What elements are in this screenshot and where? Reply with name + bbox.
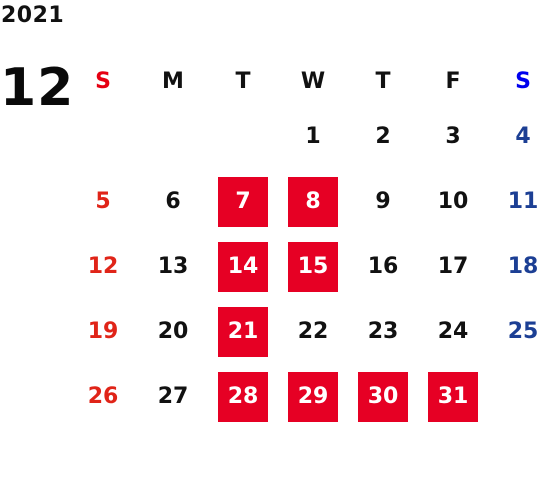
highlighted-day-cell: 29 — [288, 371, 338, 422]
week-row: 19 20 21 22 23 24 25 — [68, 299, 548, 364]
weekday-header: S M T W T F S — [68, 58, 548, 104]
day-cell: 2 — [375, 124, 391, 149]
day-cell: 10 — [437, 189, 469, 214]
day-cell: 3 — [445, 124, 461, 149]
day-cell: 13 — [157, 254, 189, 279]
week-row: 12 13 14 15 16 17 18 — [68, 234, 548, 299]
weekday-monday: M — [162, 68, 184, 94]
highlighted-day-cell: 8 — [288, 176, 338, 227]
day-cell: 19 — [87, 319, 119, 344]
calendar-grid: S M T W T F S 1 2 3 4 5 6 7 8 9 10 11 — [68, 58, 548, 429]
week-row: 26 27 28 29 30 31 — [68, 364, 548, 429]
highlighted-day-cell: 30 — [358, 371, 408, 422]
week-row: 1 2 3 4 — [68, 104, 548, 169]
day-cell: 27 — [157, 384, 189, 409]
day-cell: 25 — [507, 319, 539, 344]
highlighted-day-cell: 28 — [218, 371, 268, 422]
day-cell: 24 — [437, 319, 469, 344]
month-number: 12 — [0, 58, 75, 118]
weekday-wednesday: W — [300, 68, 326, 94]
day-cell: 11 — [507, 189, 539, 214]
day-cell: 6 — [165, 189, 181, 214]
day-cell: 22 — [297, 319, 329, 344]
week-row: 5 6 7 8 9 10 11 — [68, 169, 548, 234]
highlighted-day-cell: 7 — [218, 176, 268, 227]
day-cell: 23 — [367, 319, 399, 344]
day-cell: 26 — [87, 384, 119, 409]
day-cell: 4 — [515, 124, 531, 149]
weekday-friday: F — [445, 68, 461, 94]
day-cell: 17 — [437, 254, 469, 279]
highlighted-day-cell: 21 — [218, 306, 268, 357]
highlighted-day-cell: 31 — [428, 371, 478, 422]
weekday-tuesday: T — [235, 68, 251, 94]
day-cell: 9 — [375, 189, 391, 214]
weekday-thursday: T — [375, 68, 391, 94]
day-cell: 1 — [305, 124, 321, 149]
day-cell: 12 — [87, 254, 119, 279]
weekday-sunday: S — [95, 68, 111, 94]
year-label: 2021 — [1, 3, 65, 28]
day-cell: 16 — [367, 254, 399, 279]
highlighted-day-cell: 15 — [288, 241, 338, 292]
day-cell: 20 — [157, 319, 189, 344]
weekday-saturday: S — [515, 68, 531, 94]
day-cell: 18 — [507, 254, 539, 279]
highlighted-day-cell: 14 — [218, 241, 268, 292]
day-cell: 5 — [95, 189, 111, 214]
